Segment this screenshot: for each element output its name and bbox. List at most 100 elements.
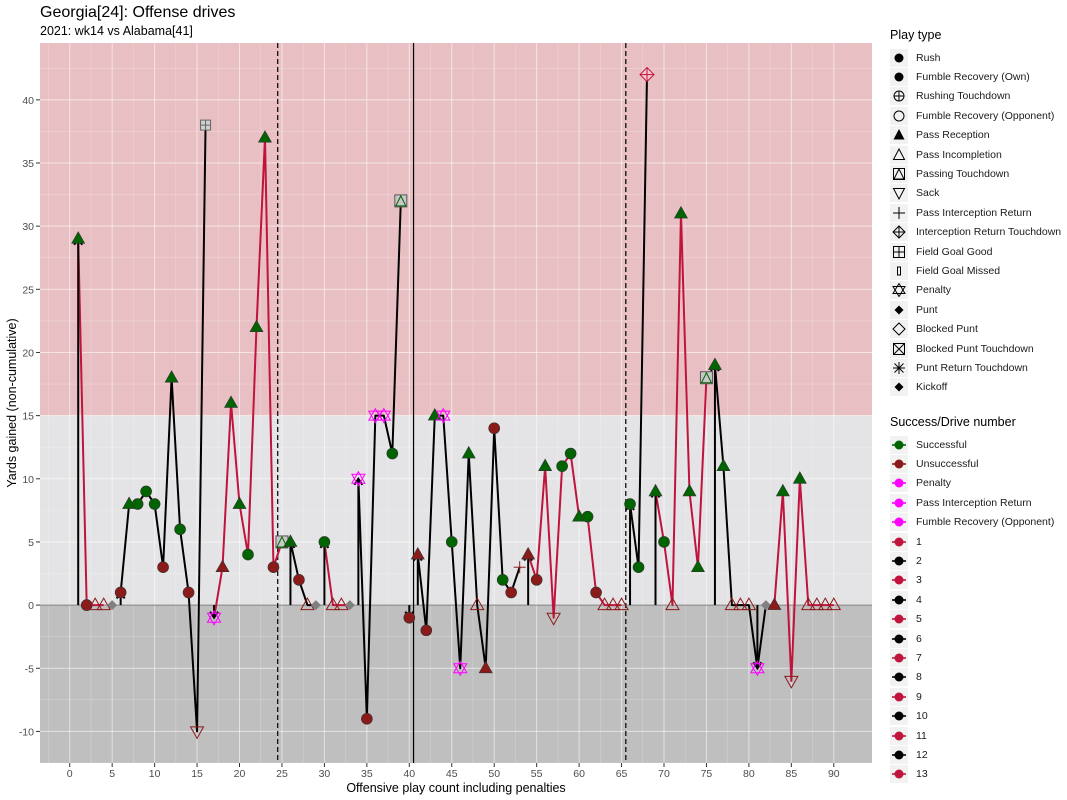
- play-point: [488, 422, 501, 435]
- legend-success-label: 10: [916, 710, 928, 723]
- legend-play-item: Kickoff: [890, 378, 1061, 397]
- play-point: [452, 660, 468, 677]
- rush-marker: [564, 447, 577, 460]
- y-tick-label: 30: [22, 221, 34, 233]
- x-tick-label: 55: [531, 768, 543, 780]
- x-tick-label: 40: [403, 768, 415, 780]
- rush-marker: [80, 599, 93, 611]
- x-tick-label: 70: [658, 768, 670, 780]
- play-point: [367, 407, 383, 424]
- legend-success-key: [890, 745, 908, 764]
- play-point: [461, 445, 476, 459]
- play-point: [71, 231, 86, 244]
- pass-incompletion-marker: [665, 597, 680, 611]
- legend-play-label: Sack: [916, 187, 940, 200]
- y-tick-label: 40: [22, 95, 34, 107]
- legend-success-label: 2: [916, 555, 922, 568]
- background-band: [40, 605, 872, 763]
- legend-play-key: [890, 223, 908, 242]
- legend-key-glyph: [892, 537, 906, 547]
- y-tick-label: 10: [22, 474, 34, 486]
- play-point: [242, 548, 254, 561]
- legend-play-key: [890, 87, 908, 106]
- legend-key-glyph: [892, 595, 906, 605]
- sack-marker: [546, 612, 561, 626]
- legend-success-key: [890, 648, 908, 667]
- penalty-marker-up: [367, 407, 383, 421]
- play-point: [556, 460, 568, 472]
- x-tick-label: 30: [319, 768, 331, 780]
- play-point: [189, 726, 205, 740]
- legend-play-item: Blocked Punt Touchdown: [890, 339, 1061, 358]
- passing-touchdown-triangle: [700, 371, 713, 384]
- pass-reception-marker: [716, 458, 731, 471]
- play-point: [148, 498, 161, 510]
- legend-play-label: Pass Interception Return: [916, 206, 1032, 219]
- x-tick-label: 0: [67, 768, 73, 780]
- legend-play-key: [890, 203, 908, 222]
- rush-marker: [658, 536, 670, 548]
- play-point: [639, 66, 655, 83]
- legend-success-key: [890, 513, 908, 532]
- play-point: [351, 470, 366, 487]
- rush-marker: [632, 561, 645, 574]
- legend-play-key: [890, 339, 908, 358]
- legend-key-glyph: [892, 575, 906, 585]
- play-point: [624, 498, 636, 510]
- play-point: [505, 586, 517, 599]
- legend-play-key: [890, 68, 908, 87]
- rush-marker: [420, 624, 433, 637]
- legend-play-item: Penalty: [890, 281, 1061, 300]
- play-point: [376, 407, 392, 424]
- play-point: [690, 559, 705, 573]
- rush-marker: [131, 498, 144, 510]
- play-point: [673, 205, 688, 219]
- legend-key-glyph: [893, 206, 905, 219]
- legend-success-key: [890, 590, 908, 609]
- play-point: [792, 471, 807, 484]
- penalty-marker-down: [367, 410, 383, 424]
- legend-key-glyph: [892, 769, 906, 779]
- legend-play-item: Pass Interception Return: [890, 203, 1061, 222]
- legend-key-glyph: [892, 283, 906, 298]
- pass-reception-marker: [232, 496, 247, 509]
- pass-reception-marker: [478, 660, 493, 674]
- play-point: [80, 599, 93, 611]
- play-point: [174, 523, 186, 536]
- pass-incompletion-marker: [334, 597, 349, 611]
- pass-reception-marker: [538, 458, 553, 471]
- pass-reception-marker: [164, 370, 179, 383]
- legend-success-item: 1: [890, 532, 1054, 551]
- play-point: [283, 534, 298, 547]
- legend-success-key: [890, 726, 908, 745]
- legend-play-label: Interception Return Touchdown: [916, 226, 1062, 239]
- legend-play-item: Fumble Recovery (Own): [890, 67, 1061, 87]
- legend-play-label: Blocked Punt Touchdown: [916, 342, 1034, 355]
- penalty-marker-down: [452, 663, 468, 677]
- legend-success-item: 5: [890, 610, 1054, 629]
- pass-incompletion-marker: [614, 597, 629, 611]
- legend-play-item: Rush: [890, 48, 1061, 67]
- play-point: [530, 574, 543, 586]
- play-point: [310, 600, 321, 611]
- pass-incompletion-marker: [741, 597, 757, 611]
- legend-play-type-title: Play type: [890, 28, 942, 42]
- play-point: [658, 536, 670, 548]
- pass-reception-marker: [249, 319, 264, 333]
- legend-success-label: 7: [916, 651, 922, 664]
- passing-touchdown-triangle: [276, 535, 288, 548]
- legend-success-item: Successful: [890, 435, 1054, 454]
- play-point: [564, 447, 577, 460]
- penalty-marker-up: [452, 660, 468, 674]
- penalty-marker-down: [376, 410, 392, 424]
- play-point: [750, 660, 765, 677]
- legend-success-item: Unsuccessful: [890, 454, 1054, 474]
- rush-marker: [403, 611, 416, 624]
- legend-key-glyph: [892, 750, 906, 760]
- pass-reception-marker: [461, 445, 476, 459]
- pass-incompletion-marker: [325, 597, 341, 611]
- play-point: [469, 597, 485, 611]
- legend-play-item: Punt: [890, 300, 1061, 319]
- rush-marker: [488, 422, 501, 435]
- play-point: [318, 536, 331, 548]
